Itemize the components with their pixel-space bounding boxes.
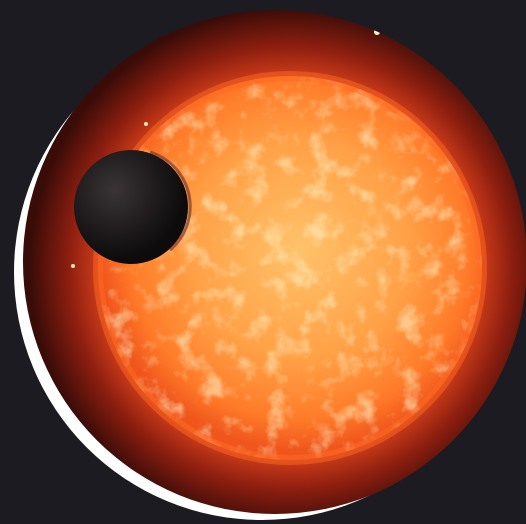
- sun-limb: [93, 71, 487, 465]
- sun-filaments: [98, 76, 482, 460]
- star: [468, 466, 472, 470]
- star: [144, 122, 148, 126]
- planet-rim-light: [149, 150, 192, 252]
- star: [374, 29, 380, 35]
- planet: [74, 150, 188, 264]
- star: [71, 264, 75, 268]
